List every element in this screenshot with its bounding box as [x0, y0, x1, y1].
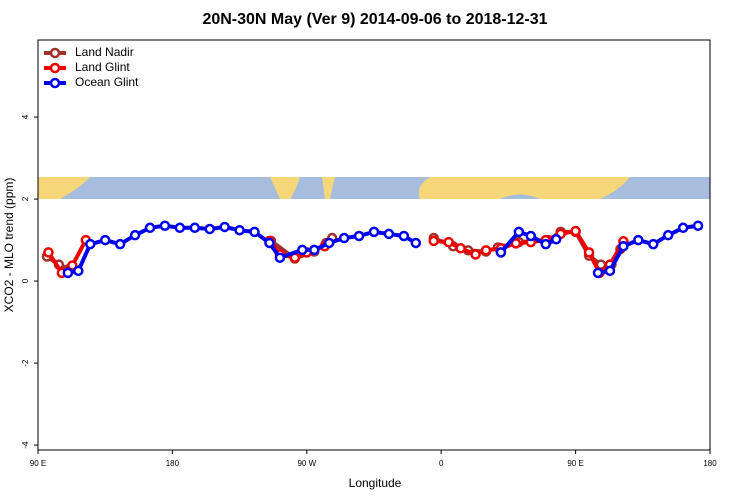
point: [159, 220, 171, 231]
x-tick-label: 180: [166, 459, 180, 468]
point: [550, 234, 562, 245]
point: [274, 252, 286, 263]
point: [204, 223, 215, 235]
y-tick-label: -4: [21, 441, 30, 449]
point: [495, 247, 507, 258]
legend-label: Ocean Glint: [75, 75, 139, 89]
map-strip: [38, 177, 710, 199]
legend-label: Land Nadir: [75, 45, 134, 59]
x-tick-label: 180: [703, 459, 717, 468]
point: [219, 221, 230, 233]
point: [144, 222, 156, 234]
chart-title: 20N-30N May (Ver 9) 2014-09-06 to 2018-1…: [202, 11, 547, 28]
y-tick-label: -2: [21, 359, 30, 367]
point: [428, 235, 439, 247]
point: [249, 226, 260, 238]
point: [470, 249, 481, 260]
legend-marker: [49, 62, 61, 74]
point: [85, 238, 96, 250]
point: [114, 238, 126, 250]
point: [43, 247, 54, 258]
x-tick-label: 90 W: [297, 459, 316, 468]
point: [62, 267, 74, 279]
point: [592, 267, 604, 279]
point: [338, 232, 350, 244]
point: [510, 238, 522, 249]
y-tick-label: 4: [21, 114, 30, 119]
point: [570, 225, 581, 237]
point: [692, 220, 704, 231]
point: [383, 228, 395, 240]
point: [525, 230, 537, 242]
y-tick-label: 0: [21, 278, 30, 283]
point: [662, 229, 674, 241]
point: [604, 265, 616, 277]
point: [353, 230, 365, 242]
point: [368, 226, 380, 238]
point: [174, 222, 186, 234]
legend-marker: [49, 47, 61, 59]
y-tick-label: 2: [21, 196, 30, 201]
point: [323, 237, 335, 249]
point: [455, 243, 466, 254]
point: [99, 234, 111, 246]
point: [73, 265, 84, 277]
x-axis-label: Longitude: [349, 476, 402, 490]
point: [189, 222, 201, 234]
legend-label: Land Glint: [75, 60, 130, 74]
point: [648, 238, 659, 250]
point: [618, 240, 629, 252]
point: [443, 236, 454, 248]
x-tick-label: 90 E: [567, 459, 583, 468]
point: [583, 247, 595, 258]
point: [234, 224, 245, 236]
y-axis-label: XCO2 - MLO trend (ppm): [2, 178, 16, 313]
point: [297, 244, 308, 256]
point: [480, 245, 492, 256]
point: [309, 244, 320, 256]
point: [129, 229, 141, 241]
point: [677, 222, 689, 234]
x-tick-label: 90 E: [30, 459, 46, 468]
point: [633, 234, 644, 246]
point: [513, 226, 525, 238]
x-tick-label: 0: [439, 459, 444, 468]
legend-marker: [49, 77, 61, 89]
point: [398, 230, 410, 242]
plot-frame: [37, 39, 711, 451]
point: [540, 238, 551, 250]
point: [410, 237, 422, 249]
point: [264, 237, 275, 249]
